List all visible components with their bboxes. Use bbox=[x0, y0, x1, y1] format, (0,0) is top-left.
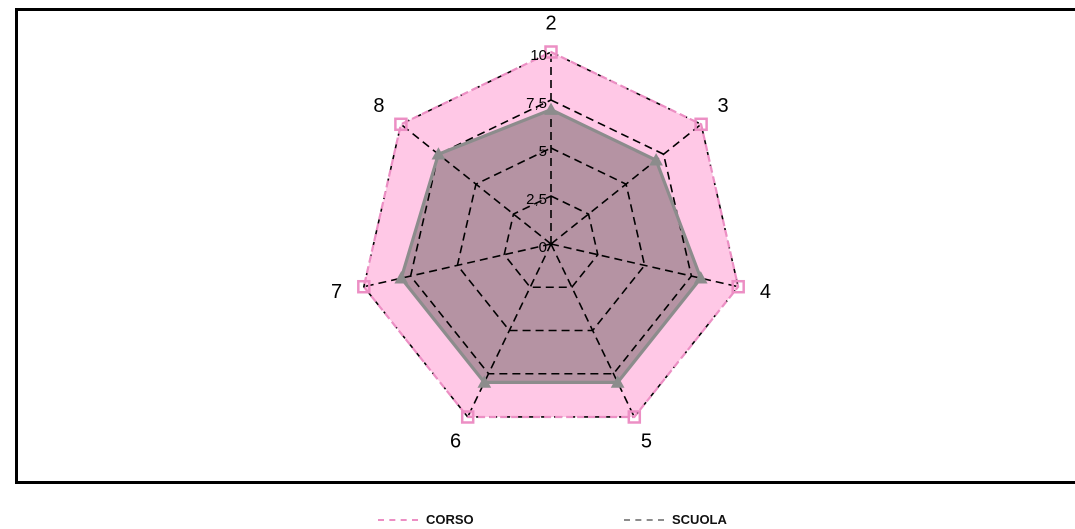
grid-ring-1 bbox=[503, 195, 599, 289]
grid-spoke-7 bbox=[363, 243, 552, 288]
category-label-3: 3 bbox=[717, 95, 728, 117]
radar-labels: 2 3 4 5 6 7 8 0 2,5 5 7,5 10 bbox=[331, 12, 771, 452]
legend-swatch-scuola bbox=[624, 518, 664, 521]
point-scuola-2 bbox=[544, 102, 558, 115]
category-label-5: 5 bbox=[641, 430, 652, 452]
scuola-area-layer bbox=[401, 109, 701, 383]
legend-label-scuola: SCUOLA bbox=[672, 512, 727, 527]
series-line-corso bbox=[362, 50, 740, 419]
grid-spoke-3 bbox=[550, 123, 702, 245]
category-label-2: 2 bbox=[545, 12, 556, 34]
category-label-8: 8 bbox=[373, 95, 384, 117]
radial-tick-label-4: 10 bbox=[530, 47, 547, 64]
series-line-scuola bbox=[399, 107, 703, 384]
legend-label-corso: CORSO bbox=[426, 512, 474, 527]
point-corso-2 bbox=[544, 45, 558, 59]
radial-tick-label-3: 7,5 bbox=[526, 95, 547, 112]
radial-tick-label-2: 5 bbox=[539, 143, 547, 160]
category-label-7: 7 bbox=[331, 281, 342, 303]
point-scuola-7 bbox=[394, 271, 409, 284]
point-scuola-8 bbox=[431, 147, 446, 160]
point-scuola-4 bbox=[693, 271, 708, 284]
grid-spoke-8 bbox=[400, 123, 552, 245]
point-corso-5 bbox=[627, 410, 642, 424]
point-scuola-6 bbox=[477, 375, 492, 388]
grid-spoke-4 bbox=[550, 243, 739, 288]
legend-item-corso: CORSO bbox=[378, 512, 474, 527]
series-area-scuola bbox=[401, 109, 701, 383]
category-label-6: 6 bbox=[450, 430, 461, 452]
point-corso-7 bbox=[357, 279, 371, 294]
point-scuola-3 bbox=[649, 153, 663, 166]
point-corso-4 bbox=[731, 279, 745, 294]
point-corso-8 bbox=[394, 117, 408, 132]
point-scuola-5 bbox=[610, 375, 625, 388]
radial-tick-label-0: 0 bbox=[539, 239, 547, 256]
category-label-4: 4 bbox=[760, 281, 771, 303]
chart-legend: CORSO SCUOLA bbox=[0, 512, 1075, 529]
point-corso-3 bbox=[694, 117, 708, 132]
legend-item-scuola: SCUOLA bbox=[624, 512, 727, 527]
grid-spoke-6 bbox=[466, 243, 552, 418]
grid-spoke-5 bbox=[550, 243, 636, 418]
radial-tick-label-1: 2,5 bbox=[526, 191, 547, 208]
grid-ring-2 bbox=[456, 147, 646, 332]
radar-series-layer bbox=[357, 45, 745, 424]
point-corso-6 bbox=[460, 410, 475, 424]
legend-swatch-corso bbox=[378, 518, 418, 521]
